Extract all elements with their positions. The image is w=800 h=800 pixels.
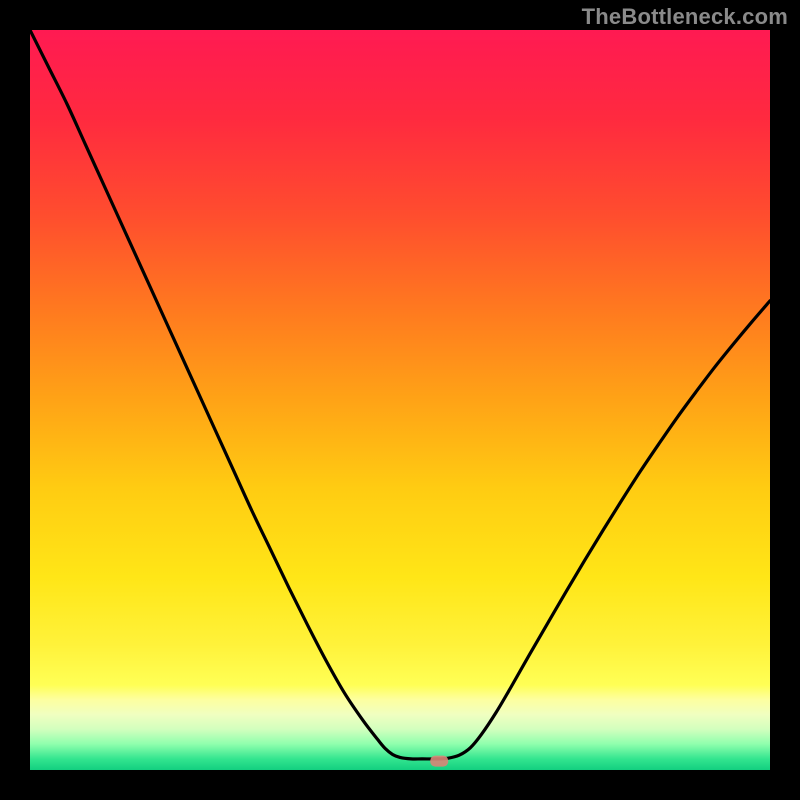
- chart-container: TheBottleneck.com: [0, 0, 800, 800]
- gradient-background: [30, 30, 770, 770]
- watermark-label: TheBottleneck.com: [582, 4, 788, 30]
- bottleneck-curve-chart: [0, 0, 800, 800]
- optimal-marker: [430, 756, 448, 767]
